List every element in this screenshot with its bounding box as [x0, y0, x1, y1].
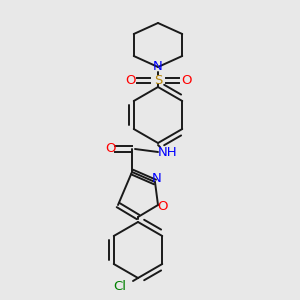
Text: S: S	[154, 74, 162, 86]
Text: N: N	[152, 172, 162, 185]
Text: O: O	[125, 74, 135, 86]
Text: O: O	[158, 200, 168, 214]
Text: Cl: Cl	[113, 280, 127, 292]
Text: N: N	[153, 61, 163, 74]
Text: O: O	[181, 74, 191, 86]
Text: NH: NH	[158, 146, 178, 158]
Text: O: O	[105, 142, 115, 155]
